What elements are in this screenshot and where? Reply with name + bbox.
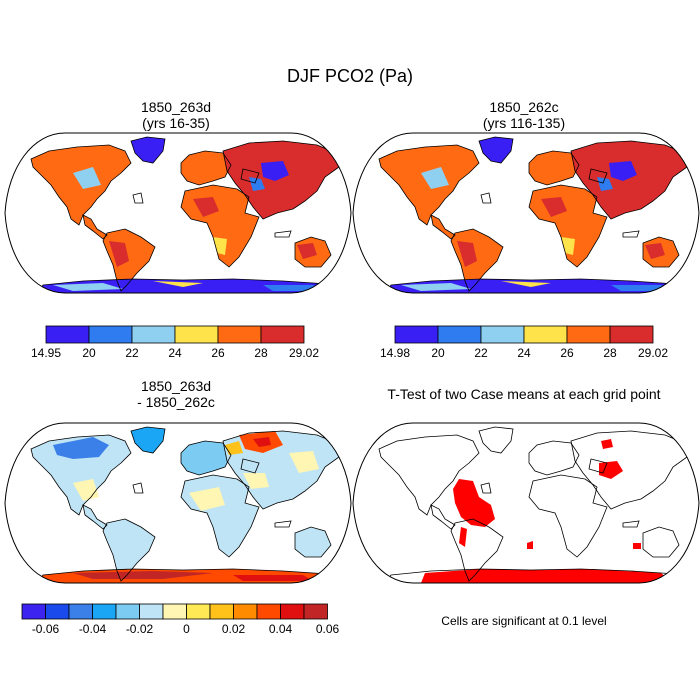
colorbar-2-label-1: 20 [431, 346, 445, 360]
colorbar-2-label-6: 29.02 [638, 346, 668, 360]
colorbar-2-label-4: 26 [560, 346, 574, 360]
colorbar-1-box-5 [260, 325, 305, 344]
panel-bottom-right: T-Test of two Case means at each grid po… [352, 386, 700, 628]
colorbar-3-box-11 [280, 603, 305, 620]
colorbar-1-label-0: 14.95 [31, 346, 61, 360]
land-field [31, 137, 341, 293]
colorbar-3-label-4: 0.02 [222, 622, 246, 636]
colorbar-3: -0.06 -0.04 -0.02 0 0.02 0.04 0.06 [21, 603, 340, 636]
colorbar-1-box-3 [174, 325, 219, 344]
panel-1-title-line1: 1850_263d [141, 99, 211, 115]
panel-3-title-line2: - 1850_262c [137, 394, 215, 410]
colorbar-2-label-5: 28 [603, 346, 617, 360]
colorbar-3-label-3: 0 [183, 622, 190, 636]
colorbar-2: 14.98 20 22 24 26 28 29.02 [380, 325, 668, 360]
panel-top-left: 1850_263d (yrs 16-35) [4, 99, 352, 360]
colorbar-1-label-3: 24 [168, 346, 182, 360]
panel-4-title: T-Test of two Case means at each grid po… [387, 386, 660, 402]
colorbar-2-box-0 [394, 325, 439, 344]
colorbar-1-box-4 [217, 325, 262, 344]
panel-2-title-line2: (yrs 116-135) [483, 115, 565, 131]
colorbar-1-label-1: 20 [82, 346, 96, 360]
colorbar-2-label-0: 14.98 [380, 346, 410, 360]
significance-footnote: Cells are significant at 0.1 level [441, 614, 606, 628]
colorbar-3-box-5 [139, 603, 164, 620]
colorbar-3-label-1: -0.04 [79, 622, 107, 636]
colorbar-1-label-5: 28 [254, 346, 268, 360]
colorbar-2-label-3: 24 [517, 346, 531, 360]
colorbar-2-box-1 [437, 325, 482, 344]
colorbar-3-box-9 [233, 603, 258, 620]
ocean-missing [353, 423, 699, 583]
main-title: DJF PCO2 (Pa) [287, 66, 413, 86]
colorbar-3-box-7 [186, 603, 211, 620]
panel-1-title-line2: (yrs 16-35) [142, 115, 210, 131]
colorbar-3-box-12 [303, 603, 328, 620]
colorbar-2-box-4 [566, 325, 611, 344]
colorbar-3-box-1 [45, 603, 70, 620]
colorbar-1-box-0 [45, 325, 90, 344]
colorbar-1-box-2 [131, 325, 176, 344]
colorbar-2-box-3 [523, 325, 568, 344]
colorbar-3-label-0: -0.06 [32, 622, 60, 636]
panel-3-title-line1: 1850_263d [141, 378, 211, 394]
colorbar-3-label-6: 0.06 [316, 622, 340, 636]
colorbar-1-label-2: 22 [125, 346, 139, 360]
colorbar-3-box-4 [115, 603, 140, 620]
colorbar-3-box-8 [209, 603, 234, 620]
colorbar-1-box-1 [88, 325, 133, 344]
colorbar-3-box-10 [256, 603, 281, 620]
colorbar-1-label-6: 29.02 [289, 346, 319, 360]
panel-top-right: 1850_262c (yrs 116-135) [352, 99, 700, 360]
panel-bottom-left: 1850_263d - 1850_262c [4, 378, 352, 636]
colorbar-1: 14.95 20 22 24 26 28 29.02 [31, 325, 319, 360]
panel-2-title-line1: 1850_262c [489, 99, 558, 115]
colorbar-2-box-5 [609, 325, 654, 344]
colorbar-1-label-4: 26 [211, 346, 225, 360]
colorbar-3-box-0 [21, 603, 46, 620]
colorbar-2-label-2: 22 [474, 346, 488, 360]
colorbar-2-box-2 [480, 325, 525, 344]
land-field [31, 427, 341, 583]
colorbar-3-box-6 [162, 603, 187, 620]
land-field [379, 137, 689, 293]
colorbar-3-box-3 [92, 603, 117, 620]
colorbar-3-label-5: 0.04 [269, 622, 293, 636]
colorbar-3-label-2: -0.02 [126, 622, 154, 636]
colorbar-3-box-2 [68, 603, 93, 620]
significant-cells [421, 439, 673, 583]
